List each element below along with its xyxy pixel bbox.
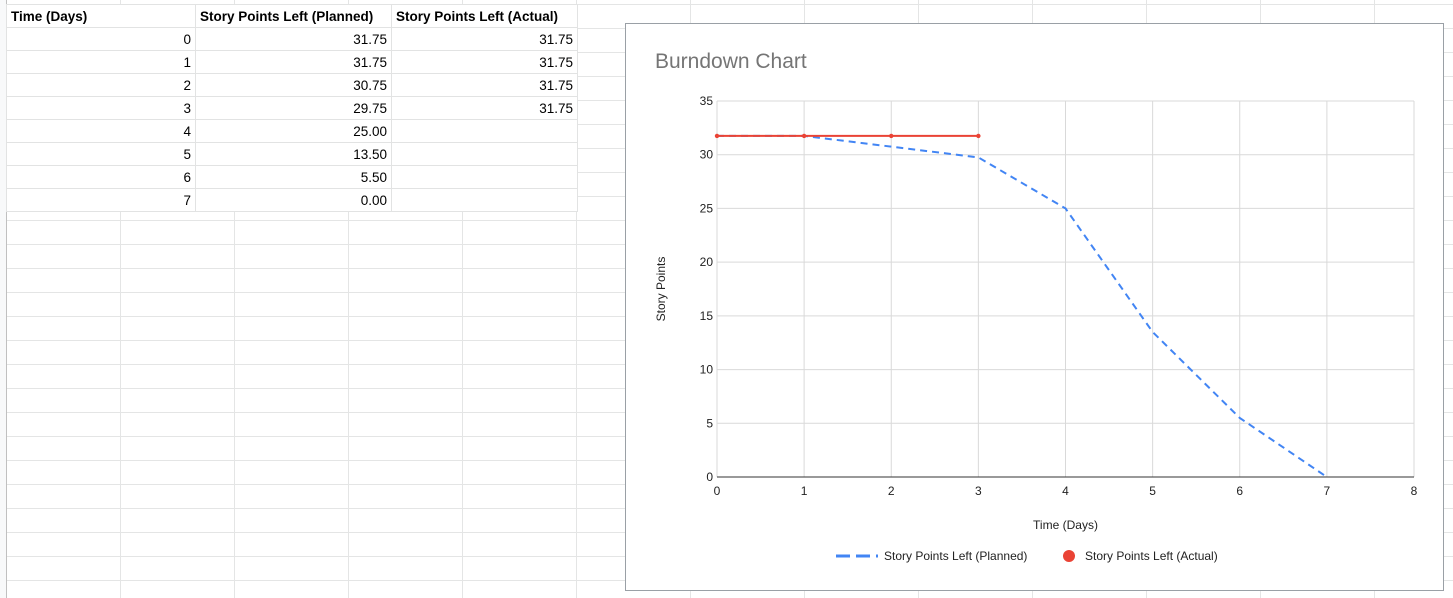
table-row: 3 29.75 31.75 [6, 96, 578, 120]
x-tick-label: 5 [1149, 484, 1156, 498]
y-tick-label: 20 [700, 255, 714, 269]
table-row: 1 31.75 31.75 [6, 50, 578, 74]
y-tick-label: 5 [706, 416, 713, 430]
actual-data-point [714, 133, 720, 139]
row-header-edge [0, 0, 7, 598]
actual-data-point [801, 133, 807, 139]
y-tick-label: 35 [700, 94, 714, 108]
table-row: 2 30.75 31.75 [6, 73, 578, 97]
cell-planned[interactable]: 29.75 [195, 96, 392, 120]
header-cell-planned[interactable]: Story Points Left (Planned) [195, 4, 392, 28]
burndown-chart-svg: 0 1 2 3 4 5 6 7 8 0 5 10 15 20 25 30 35 Time (Days) Stor… [654, 94, 1418, 563]
actual-data-point [976, 133, 981, 139]
y-tick-label: 25 [700, 201, 714, 215]
cell-time[interactable]: 6 [6, 165, 196, 189]
chart-title: Burndown Chart [655, 50, 807, 73]
cell-actual[interactable]: 31.75 [391, 96, 578, 120]
cell-actual[interactable]: 31.75 [391, 27, 578, 51]
embedded-chart[interactable]: Burndown Chart 0 1 2 3 4 5 6 7 8 0 5 10 15 20 25 30 35 T… [625, 23, 1444, 591]
cell-actual[interactable]: 31.75 [391, 50, 578, 74]
x-tick-label: 2 [888, 484, 895, 498]
table-row: 7 0.00 [6, 188, 578, 212]
x-tick-label: 0 [714, 484, 721, 498]
x-axis-label: Time (Days) [1033, 518, 1098, 532]
header-cell-actual[interactable]: Story Points Left (Actual) [391, 4, 578, 28]
legend-label-actual: Story Points Left (Actual) [1085, 549, 1218, 563]
cell-planned[interactable]: 0.00 [195, 188, 392, 212]
header-row: Time (Days) Story Points Left (Planned) … [6, 4, 578, 28]
cell-time[interactable]: 4 [6, 119, 196, 143]
legend-swatch-actual [1063, 550, 1075, 562]
cell-actual[interactable] [391, 188, 578, 212]
legend-label-planned: Story Points Left (Planned) [884, 549, 1027, 563]
table-row: 6 5.50 [6, 165, 578, 189]
cell-planned[interactable]: 31.75 [195, 50, 392, 74]
actual-data-point [889, 133, 894, 139]
cell-time[interactable]: 1 [6, 50, 196, 74]
cell-planned[interactable]: 5.50 [195, 165, 392, 189]
data-table: Time (Days) Story Points Left (Planned) … [6, 4, 578, 212]
header-cell-time[interactable]: Time (Days) [6, 4, 196, 28]
table-row: 5 13.50 [6, 142, 578, 166]
x-tick-label: 7 [1324, 484, 1331, 498]
cell-planned[interactable]: 30.75 [195, 73, 392, 97]
planned-series-line [717, 134, 1328, 478]
x-tick-label: 6 [1236, 484, 1243, 498]
cell-actual[interactable] [391, 142, 578, 166]
y-tick-label: 30 [700, 148, 714, 162]
x-tick-label: 1 [801, 484, 808, 498]
y-axis-label: Story Points [654, 257, 668, 322]
cell-actual[interactable]: 31.75 [391, 73, 578, 97]
cell-time[interactable]: 0 [6, 27, 196, 51]
cell-time[interactable]: 2 [6, 73, 196, 97]
cell-planned[interactable]: 25.00 [195, 119, 392, 143]
y-tick-label: 10 [700, 363, 714, 377]
y-tick-label: 15 [700, 309, 714, 323]
cell-time[interactable]: 7 [6, 188, 196, 212]
x-tick-label: 3 [975, 484, 982, 498]
x-tick-label: 8 [1411, 484, 1418, 498]
x-tick-label: 4 [1062, 484, 1069, 498]
cell-time[interactable]: 3 [6, 96, 196, 120]
y-tick-label: 0 [706, 470, 713, 484]
cell-planned[interactable]: 13.50 [195, 142, 392, 166]
table-row: 4 25.00 [6, 119, 578, 143]
cell-time[interactable]: 5 [6, 142, 196, 166]
cell-planned[interactable]: 31.75 [195, 27, 392, 51]
table-row: 0 31.75 31.75 [6, 27, 578, 51]
cell-actual[interactable] [391, 165, 578, 189]
cell-actual[interactable] [391, 119, 578, 143]
